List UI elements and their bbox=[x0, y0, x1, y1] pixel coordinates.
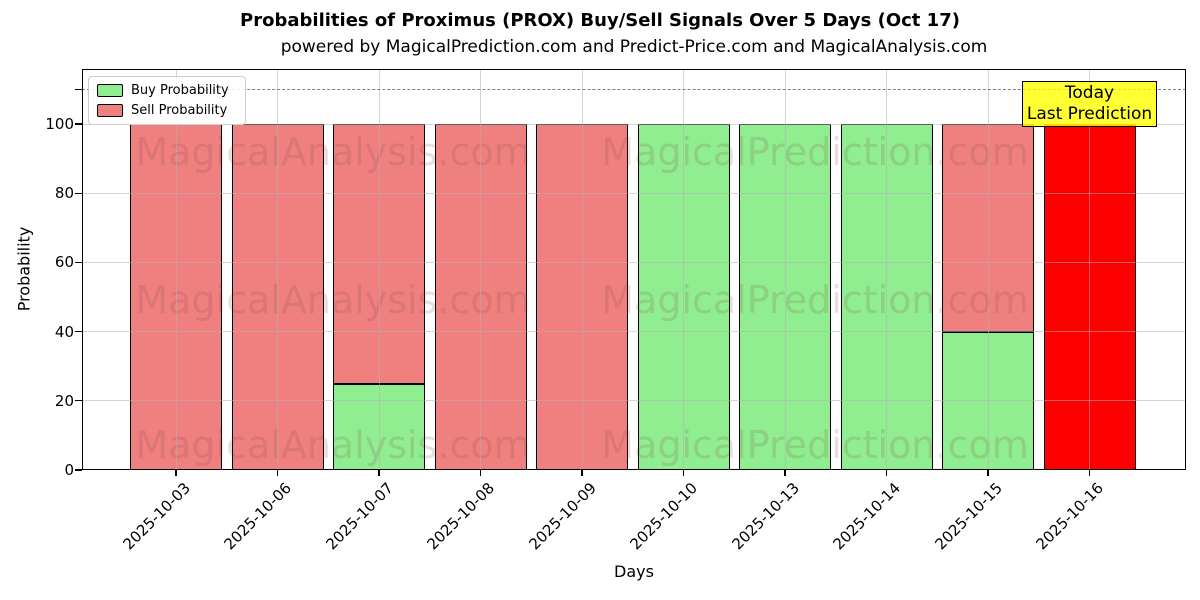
watermark-text: MagicalPrediction.com bbox=[601, 130, 1029, 174]
horizontal-gridline bbox=[82, 400, 1186, 402]
x-tick-label: 2025-10-15 bbox=[931, 479, 1006, 554]
buy-swatch-icon bbox=[97, 84, 123, 97]
vertical-gridline bbox=[1089, 69, 1090, 470]
y-tick-label: 0 bbox=[64, 461, 74, 479]
x-tick bbox=[378, 470, 380, 476]
y-tick bbox=[75, 192, 82, 194]
y-tick-110 bbox=[75, 88, 82, 91]
vertical-gridline bbox=[886, 69, 887, 470]
y-tick-label: 80 bbox=[54, 184, 74, 203]
x-tick bbox=[885, 470, 888, 476]
horizontal-gridline bbox=[82, 192, 1186, 194]
x-tick bbox=[175, 470, 177, 476]
y-tick-label: 60 bbox=[54, 253, 74, 272]
x-tick bbox=[1088, 470, 1091, 476]
x-tick-label: 2025-10-06 bbox=[220, 479, 296, 554]
x-tick bbox=[987, 470, 989, 476]
legend-label-sell: Sell Probability bbox=[131, 103, 228, 118]
x-tick bbox=[479, 470, 482, 476]
legend-item-buy: Buy Probability bbox=[97, 83, 237, 98]
threshold-dashed-line bbox=[82, 89, 1186, 90]
x-tick-label: 2025-10-16 bbox=[1032, 479, 1108, 554]
x-tick-label: 2025-10-10 bbox=[626, 479, 702, 554]
watermark-text: MagicalAnalysis.com bbox=[135, 423, 531, 467]
x-tick-label: 2025-10-09 bbox=[525, 479, 600, 554]
y-tick bbox=[75, 400, 82, 402]
y-tick bbox=[75, 330, 82, 333]
watermark-text: MagicalPrediction.com bbox=[601, 278, 1029, 322]
chart-subtitle: powered by MagicalPrediction.com and Pre… bbox=[280, 37, 988, 57]
annotation-line2: Last Prediction bbox=[1026, 104, 1153, 124]
watermark-text: MagicalPrediction.com bbox=[601, 423, 1029, 467]
x-tick-label: 2025-10-13 bbox=[728, 479, 803, 554]
y-tick-label: 40 bbox=[54, 322, 74, 341]
y-tick-label: 20 bbox=[54, 391, 74, 410]
x-tick-label: 2025-10-08 bbox=[423, 479, 499, 554]
vertical-gridline bbox=[277, 69, 278, 470]
chart-title: Probabilities of Proximus (PROX) Buy/Sel… bbox=[240, 10, 960, 31]
x-tick-label: 2025-10-14 bbox=[829, 479, 905, 554]
vertical-gridline bbox=[987, 69, 989, 470]
y-tick bbox=[75, 469, 82, 471]
horizontal-gridline bbox=[82, 261, 1186, 263]
x-tick bbox=[784, 470, 786, 476]
legend-item-sell: Sell Probability bbox=[97, 103, 237, 118]
x-axis-label: Days bbox=[614, 562, 654, 581]
vertical-gridline bbox=[175, 69, 177, 470]
legend-label-buy: Buy Probability bbox=[131, 83, 229, 98]
y-tick bbox=[75, 123, 82, 125]
y-tick bbox=[75, 261, 82, 264]
vertical-gridline bbox=[683, 69, 684, 470]
horizontal-gridline bbox=[82, 331, 1186, 333]
x-tick bbox=[276, 470, 279, 476]
x-tick bbox=[682, 470, 685, 476]
watermark-text: MagicalAnalysis.com bbox=[135, 130, 531, 174]
vertical-gridline bbox=[378, 69, 380, 470]
annotation-line1: Today bbox=[1064, 83, 1115, 103]
sell-swatch-icon bbox=[97, 104, 123, 117]
vertical-gridline bbox=[784, 69, 786, 470]
y-tick-label: 100 bbox=[45, 115, 74, 133]
x-tick bbox=[581, 470, 583, 476]
today-annotation-box: Today Last Prediction bbox=[1022, 81, 1157, 127]
horizontal-gridline bbox=[82, 123, 1186, 125]
watermark-text: MagicalAnalysis.com bbox=[135, 278, 531, 322]
x-tick-label: 2025-10-07 bbox=[322, 479, 397, 554]
vertical-gridline bbox=[480, 69, 481, 470]
legend: Buy Probability Sell Probability bbox=[88, 76, 246, 125]
vertical-gridline bbox=[581, 69, 583, 470]
x-tick-label: 2025-10-03 bbox=[119, 479, 194, 554]
